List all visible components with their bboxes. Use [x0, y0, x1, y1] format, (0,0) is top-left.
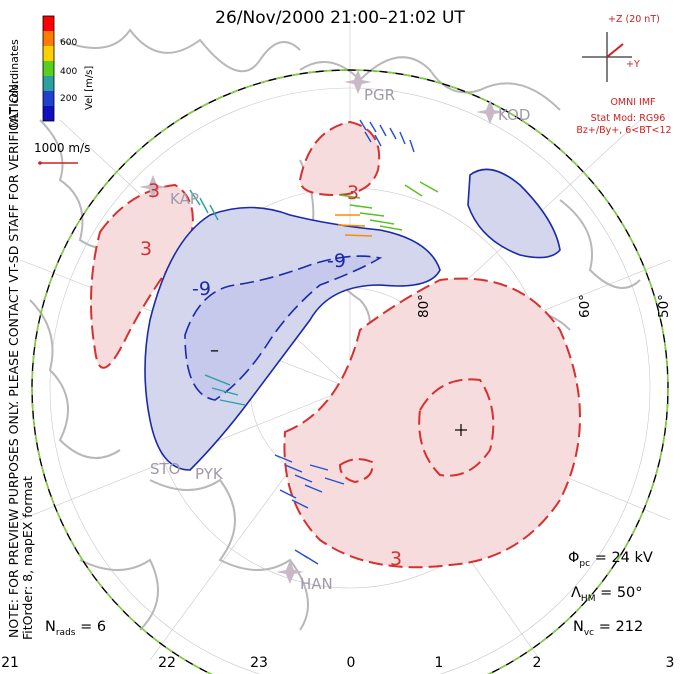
station-marker-kap — [139, 175, 167, 199]
lambda-value: = 50° — [600, 585, 643, 601]
radar-count: Nrads = 6 — [45, 619, 106, 638]
colorbar-band — [43, 61, 54, 76]
vector-cluster-throat-fast — [335, 214, 373, 237]
colorbar-band — [43, 16, 54, 31]
vector-cluster-night — [274, 454, 345, 565]
phi-value: = 24 kV — [594, 550, 653, 566]
station-marker-pgr — [344, 70, 372, 94]
lat-label-80: 80° — [416, 294, 432, 318]
positive-cell-noon — [298, 120, 381, 197]
coastline — [149, 478, 309, 631]
colorbar-band — [43, 106, 54, 121]
hm-boundary — [31, 69, 669, 674]
station-marker-han — [276, 560, 304, 584]
coastline — [299, 56, 561, 111]
negative-cell-morning — [467, 168, 561, 259]
cross-polar-potential: Φpc = 24 kV — [568, 550, 653, 569]
coastline — [79, 558, 159, 631]
fit-order-note: FitOrder: 8, mapEX format — [20, 476, 35, 640]
vector-count: Nvc = 212 — [573, 619, 643, 638]
hm-latitude: ΛHM = 50° — [571, 585, 643, 604]
lat-label-60: 60° — [577, 294, 593, 318]
scale-vector-origin — [38, 161, 42, 165]
station-marker-kod — [476, 100, 504, 124]
station-label-pgr: PGR — [364, 86, 396, 104]
imf-source: OMNI IMF — [610, 97, 656, 108]
phi-symbol: Φ — [568, 550, 580, 566]
colorbar-band — [43, 46, 54, 61]
mlt-label: 23 — [250, 655, 268, 671]
nrads-symbol: N — [45, 619, 56, 635]
imf-condition: Bz+/By+, 6<BT<12 — [576, 125, 672, 136]
contour-label: 3 — [140, 238, 153, 260]
nvc-symbol: N — [573, 619, 584, 635]
coastline — [59, 28, 301, 73]
positive-cell-core — [418, 378, 495, 477]
mlt-label: 21 — [1, 655, 19, 671]
imf-model: Stat Mod: RG96 — [590, 113, 666, 124]
imf-vector — [606, 43, 624, 58]
colorbar-band — [43, 76, 54, 91]
vector-cluster-noon — [359, 119, 415, 153]
station-label-kap: KAP — [170, 190, 199, 208]
mlt-label: 3 — [665, 655, 675, 671]
mlt-label: 2 — [532, 655, 542, 671]
positive-cell-small — [338, 458, 374, 484]
contour-label: 3 — [347, 182, 360, 204]
contour-label: -9 — [192, 278, 211, 300]
positive-cell-dusk — [90, 183, 194, 369]
coastline — [559, 199, 641, 289]
min-mark: – — [210, 340, 219, 361]
station-markers — [139, 70, 504, 584]
station-label-han: HAN — [300, 575, 333, 593]
negative-contour-9 — [184, 255, 383, 401]
station-label-kod: KOD — [498, 106, 531, 124]
coastline — [29, 299, 121, 459]
station-label-sto: STO — [150, 460, 181, 478]
contour-label: 3 — [390, 548, 403, 570]
lambda-subscript: HM — [580, 593, 596, 604]
colorbar-tick-200: 200 — [60, 94, 78, 104]
station-label-pyk: PYK — [195, 465, 223, 483]
lat-label-50: 50° — [656, 294, 672, 318]
velocity-vectors — [189, 119, 439, 565]
imf-z-label: +Z (20 nT) — [608, 14, 660, 25]
nvc-subscript: vc — [583, 627, 595, 638]
nrads-subscript: rads — [55, 627, 76, 638]
mlt-label: 0 — [346, 655, 356, 671]
map-title: 26/Nov/2000 21:00–21:02 UT — [215, 8, 465, 28]
colorbar-title: Vel [m/s] — [84, 65, 95, 110]
colorbar-tick-600: 600 — [60, 38, 78, 48]
imf-clock — [582, 32, 632, 82]
coords-label: MLT coordinates — [8, 39, 21, 128]
nrads-value: = 6 — [80, 619, 107, 635]
lambda-symbol: Λ — [571, 585, 581, 601]
phi-subscript: pc — [579, 558, 591, 569]
vector-cluster-dusk — [189, 189, 246, 406]
colorbar-band — [43, 31, 54, 46]
colorbar — [42, 15, 55, 122]
scale-vector-label: 1000 m/s — [34, 141, 91, 155]
colorbar-band — [43, 91, 54, 106]
contour-label: -9 — [327, 250, 346, 272]
mlt-label: 1 — [434, 655, 444, 671]
contour-label: 3 — [148, 180, 161, 202]
negative-cells — [144, 168, 561, 471]
positive-cells — [90, 120, 581, 569]
preview-note: NOTE: FOR PREVIEW PURPOSES ONLY. PLEASE … — [6, 80, 21, 638]
negative-cell-main — [144, 206, 441, 471]
mlt-label: 22 — [158, 655, 176, 671]
vector-cluster-throat — [339, 181, 439, 231]
nvc-value: = 212 — [598, 619, 644, 635]
imf-y-label: +Y — [626, 59, 640, 70]
colorbar-tick-400: 400 — [60, 67, 78, 77]
colorbar-frame — [42, 15, 55, 122]
